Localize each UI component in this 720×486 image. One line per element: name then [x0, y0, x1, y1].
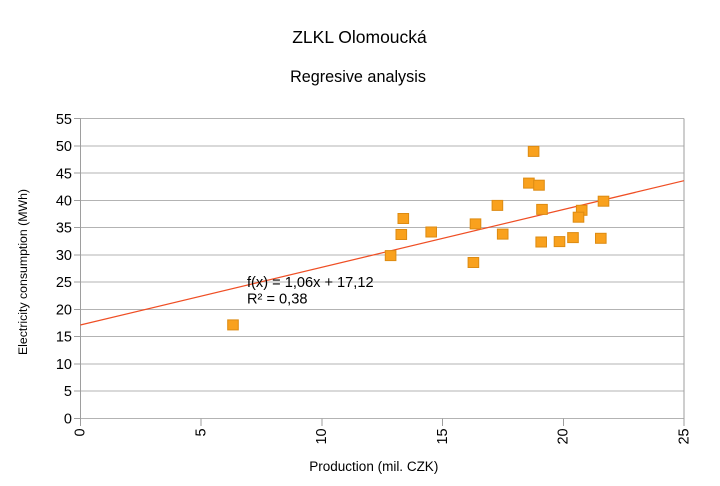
svg-text:Electricity consumption (MWh): Electricity consumption (MWh): [16, 189, 30, 355]
svg-text:5: 5: [64, 384, 72, 400]
svg-text:45: 45: [56, 166, 72, 182]
svg-text:40: 40: [56, 194, 72, 210]
svg-text:0: 0: [64, 411, 72, 427]
svg-text:20: 20: [56, 303, 72, 319]
svg-text:15: 15: [435, 428, 451, 444]
svg-text:10: 10: [56, 357, 72, 373]
svg-text:ZLKL Olomoucká: ZLKL Olomoucká: [292, 27, 427, 47]
svg-text:5: 5: [193, 428, 209, 436]
svg-text:25: 25: [56, 275, 72, 291]
svg-text:R² = 0,38: R² = 0,38: [247, 292, 307, 308]
svg-text:15: 15: [56, 330, 72, 346]
svg-text:f(x) = 1,06x + 17,12: f(x) = 1,06x + 17,12: [247, 275, 374, 291]
svg-text:35: 35: [56, 221, 72, 237]
svg-text:25: 25: [676, 428, 692, 444]
svg-text:Production (mil. CZK): Production (mil. CZK): [309, 459, 438, 474]
svg-text:20: 20: [556, 428, 572, 444]
svg-text:55: 55: [56, 112, 72, 128]
svg-text:Regresive analysis: Regresive analysis: [290, 68, 426, 86]
svg-text:0: 0: [73, 428, 89, 436]
svg-text:30: 30: [56, 248, 72, 264]
svg-text:50: 50: [56, 139, 72, 155]
svg-text:10: 10: [314, 428, 330, 444]
